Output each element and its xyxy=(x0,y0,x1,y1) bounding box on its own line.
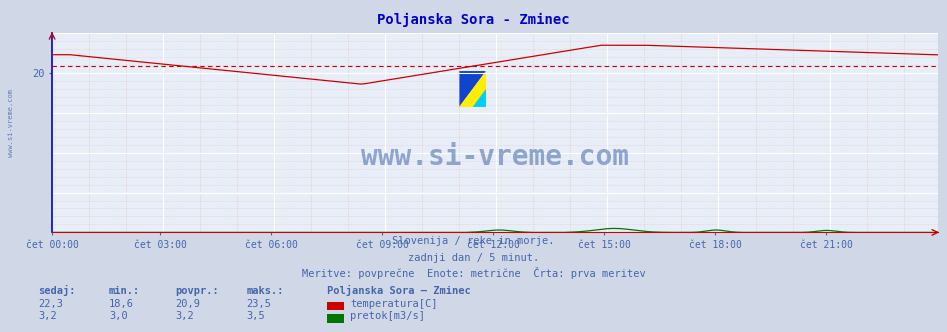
Polygon shape xyxy=(473,89,486,107)
Text: 3,2: 3,2 xyxy=(175,311,194,321)
Text: Poljanska Sora – Zminec: Poljanska Sora – Zminec xyxy=(327,285,471,296)
Text: temperatura[C]: temperatura[C] xyxy=(350,299,438,309)
Text: maks.:: maks.: xyxy=(246,286,284,296)
Text: povpr.:: povpr.: xyxy=(175,286,219,296)
Text: Meritve: povprečne  Enote: metrične  Črta: prva meritev: Meritve: povprečne Enote: metrične Črta:… xyxy=(302,267,645,279)
Text: min.:: min.: xyxy=(109,286,140,296)
Text: www.si-vreme.com: www.si-vreme.com xyxy=(361,143,629,171)
Text: 22,3: 22,3 xyxy=(38,299,63,309)
Text: 3,0: 3,0 xyxy=(109,311,128,321)
Text: Slovenija / reke in morje.: Slovenija / reke in morje. xyxy=(392,236,555,246)
Polygon shape xyxy=(459,71,486,107)
Text: 18,6: 18,6 xyxy=(109,299,134,309)
Text: 3,2: 3,2 xyxy=(38,311,57,321)
Text: Poljanska Sora - Zminec: Poljanska Sora - Zminec xyxy=(377,13,570,28)
Text: 20,9: 20,9 xyxy=(175,299,200,309)
Text: www.si-vreme.com: www.si-vreme.com xyxy=(8,89,13,157)
Text: 23,5: 23,5 xyxy=(246,299,271,309)
Text: sedaj:: sedaj: xyxy=(38,285,76,296)
Text: zadnji dan / 5 minut.: zadnji dan / 5 minut. xyxy=(408,253,539,263)
Text: pretok[m3/s]: pretok[m3/s] xyxy=(350,311,425,321)
Polygon shape xyxy=(459,71,486,107)
Text: 3,5: 3,5 xyxy=(246,311,265,321)
